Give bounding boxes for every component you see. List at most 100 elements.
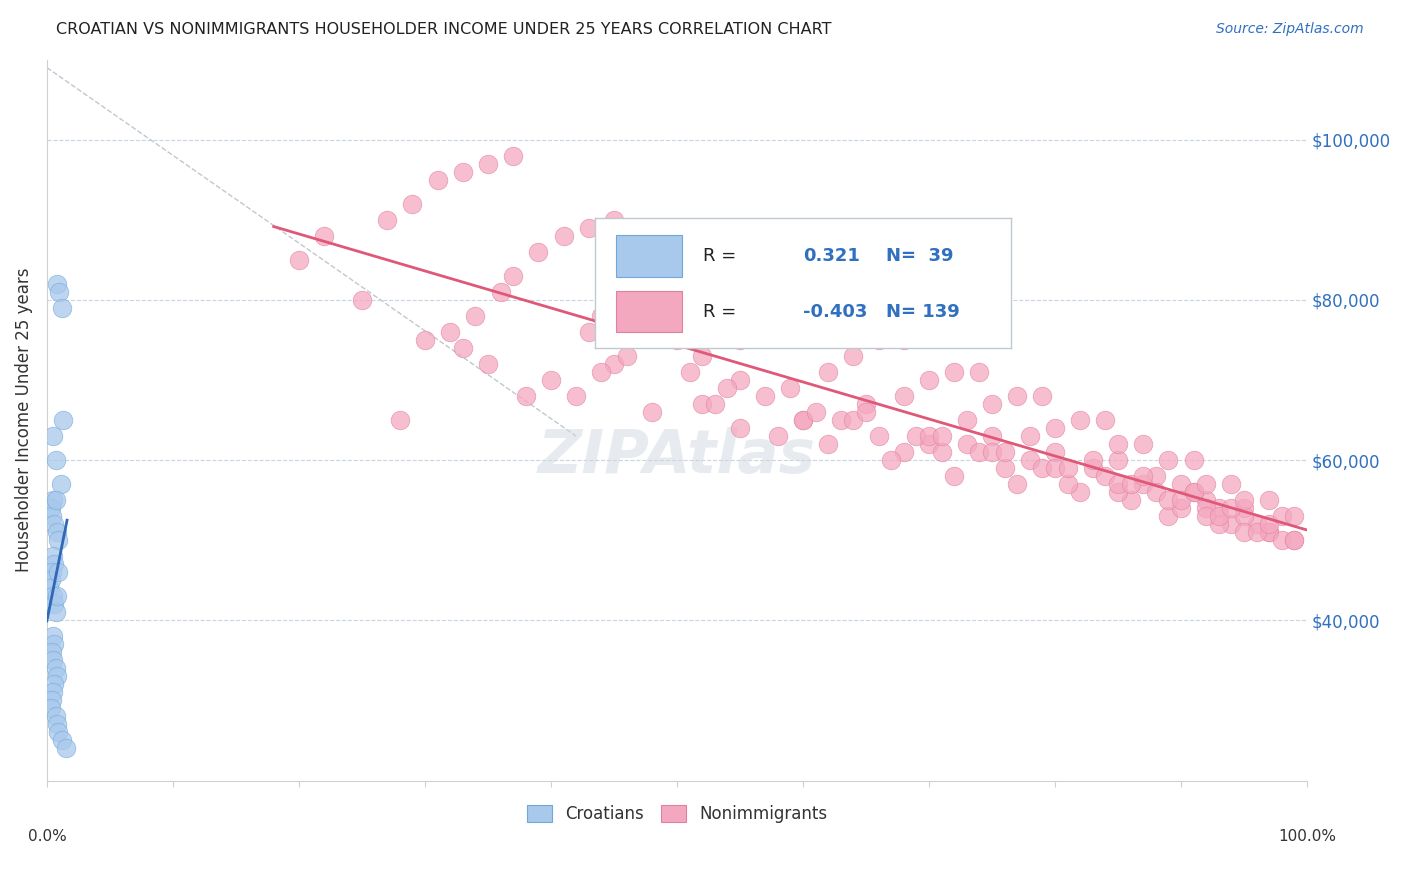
Point — [44, 677, 66, 691]
Point — [817, 437, 839, 451]
Point — [45, 453, 67, 467]
Point — [1271, 509, 1294, 524]
Point — [1182, 485, 1205, 500]
Point — [55, 741, 77, 756]
Point — [42, 629, 65, 643]
Text: CROATIAN VS NONIMMIGRANTS HOUSEHOLDER INCOME UNDER 25 YEARS CORRELATION CHART: CROATIAN VS NONIMMIGRANTS HOUSEHOLDER IN… — [56, 22, 832, 37]
Point — [1233, 501, 1256, 516]
Point — [855, 405, 877, 419]
Point — [1220, 501, 1243, 516]
Point — [703, 397, 725, 411]
Point — [1056, 477, 1078, 491]
Point — [477, 157, 499, 171]
Point — [46, 533, 69, 548]
Point — [42, 653, 65, 667]
Point — [439, 325, 461, 339]
Point — [918, 373, 941, 387]
Point — [502, 149, 524, 163]
Point — [527, 244, 550, 259]
Point — [51, 301, 73, 315]
Point — [42, 685, 65, 699]
Text: ZIPAtlas: ZIPAtlas — [538, 426, 815, 485]
Y-axis label: Householder Income Under 25 years: Householder Income Under 25 years — [15, 268, 32, 573]
Point — [591, 309, 613, 323]
Point — [288, 252, 311, 267]
Text: Source: ZipAtlas.com: Source: ZipAtlas.com — [1216, 22, 1364, 37]
Point — [868, 333, 890, 347]
Point — [893, 333, 915, 347]
Point — [39, 574, 62, 588]
Point — [1043, 421, 1066, 435]
Point — [375, 212, 398, 227]
Point — [1208, 517, 1230, 532]
Point — [46, 566, 69, 580]
Point — [690, 349, 713, 363]
Point — [502, 268, 524, 283]
Point — [39, 501, 62, 516]
Point — [1107, 453, 1129, 467]
Point — [1195, 477, 1218, 491]
Point — [1081, 453, 1104, 467]
Point — [413, 333, 436, 347]
Point — [41, 509, 63, 524]
Point — [350, 293, 373, 307]
Point — [1246, 525, 1268, 540]
Point — [817, 365, 839, 379]
Point — [49, 477, 72, 491]
Point — [855, 397, 877, 411]
Point — [1246, 517, 1268, 532]
Point — [42, 429, 65, 443]
Point — [956, 437, 979, 451]
Point — [1157, 493, 1180, 508]
Point — [779, 381, 801, 395]
Point — [1258, 517, 1281, 532]
Point — [716, 381, 738, 395]
Point — [1233, 525, 1256, 540]
Legend: Croatians, Nonimmigrants: Croatians, Nonimmigrants — [520, 798, 834, 830]
Point — [956, 413, 979, 427]
Point — [1094, 469, 1116, 483]
Point — [792, 413, 814, 427]
Point — [426, 173, 449, 187]
Point — [46, 725, 69, 739]
Point — [728, 373, 751, 387]
Point — [868, 429, 890, 443]
Point — [45, 493, 67, 508]
Point — [42, 589, 65, 603]
Point — [842, 413, 865, 427]
Point — [1284, 533, 1306, 548]
Point — [981, 397, 1004, 411]
Point — [1208, 501, 1230, 516]
Point — [1107, 477, 1129, 491]
Point — [1182, 453, 1205, 467]
Point — [766, 429, 789, 443]
Point — [969, 365, 991, 379]
Point — [1144, 485, 1167, 500]
Point — [678, 365, 700, 379]
Point — [943, 469, 966, 483]
Point — [314, 228, 336, 243]
Point — [1094, 413, 1116, 427]
Point — [515, 389, 537, 403]
Point — [905, 429, 928, 443]
Point — [981, 445, 1004, 459]
Point — [641, 405, 664, 419]
Point — [45, 661, 67, 675]
Point — [1258, 525, 1281, 540]
Point — [1271, 533, 1294, 548]
Point — [578, 325, 600, 339]
Point — [918, 429, 941, 443]
Point — [603, 357, 626, 371]
Point — [880, 453, 903, 467]
Point — [1043, 445, 1066, 459]
Point — [41, 693, 63, 707]
Point — [804, 405, 827, 419]
Text: 0.0%: 0.0% — [28, 829, 66, 844]
Point — [969, 445, 991, 459]
Point — [39, 701, 62, 715]
Point — [1220, 477, 1243, 491]
Point — [42, 549, 65, 564]
Point — [1233, 509, 1256, 524]
Point — [540, 373, 562, 387]
Point — [893, 445, 915, 459]
